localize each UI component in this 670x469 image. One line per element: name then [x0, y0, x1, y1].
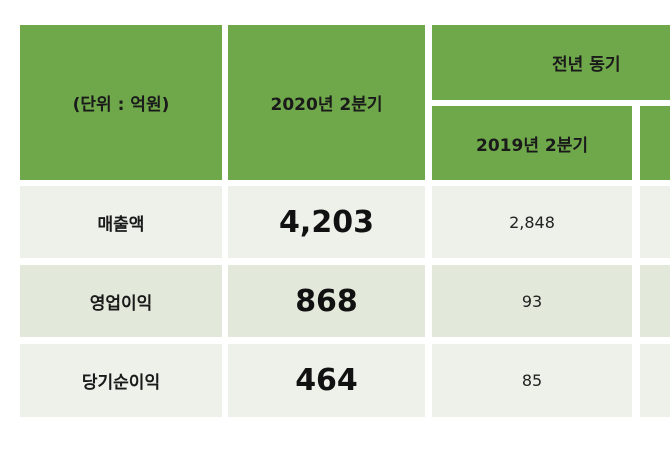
- row-label: 당기순이익: [20, 344, 222, 417]
- header-cell: [640, 106, 670, 180]
- previous-value: 85: [432, 344, 632, 417]
- cell: [640, 344, 670, 417]
- current-value: 464: [228, 344, 425, 417]
- current-header: 2020년 2분기: [228, 25, 425, 180]
- row-label: 영업이익: [20, 265, 222, 337]
- previous-value: 2,848: [432, 186, 632, 258]
- cell: [640, 265, 670, 337]
- cell: [640, 186, 670, 258]
- current-value: 868: [228, 265, 425, 337]
- current-value: 4,203: [228, 186, 425, 258]
- previous-value: 93: [432, 265, 632, 337]
- unit-header: (단위 : 억원): [20, 25, 222, 180]
- row-label: 매출액: [20, 186, 222, 258]
- previous-header: 2019년 2분기: [432, 106, 632, 180]
- compare-header: 전년 동기: [432, 25, 670, 100]
